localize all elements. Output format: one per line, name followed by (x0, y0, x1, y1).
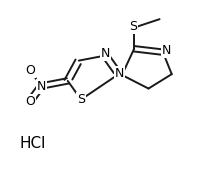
Text: N: N (37, 79, 46, 93)
Text: HCl: HCl (19, 136, 45, 151)
Text: N: N (115, 67, 124, 80)
Text: N: N (101, 47, 110, 60)
Text: O: O (25, 95, 35, 108)
Text: N: N (162, 44, 171, 57)
Text: O: O (25, 64, 35, 77)
Text: S: S (77, 93, 85, 106)
Text: S: S (129, 20, 137, 33)
